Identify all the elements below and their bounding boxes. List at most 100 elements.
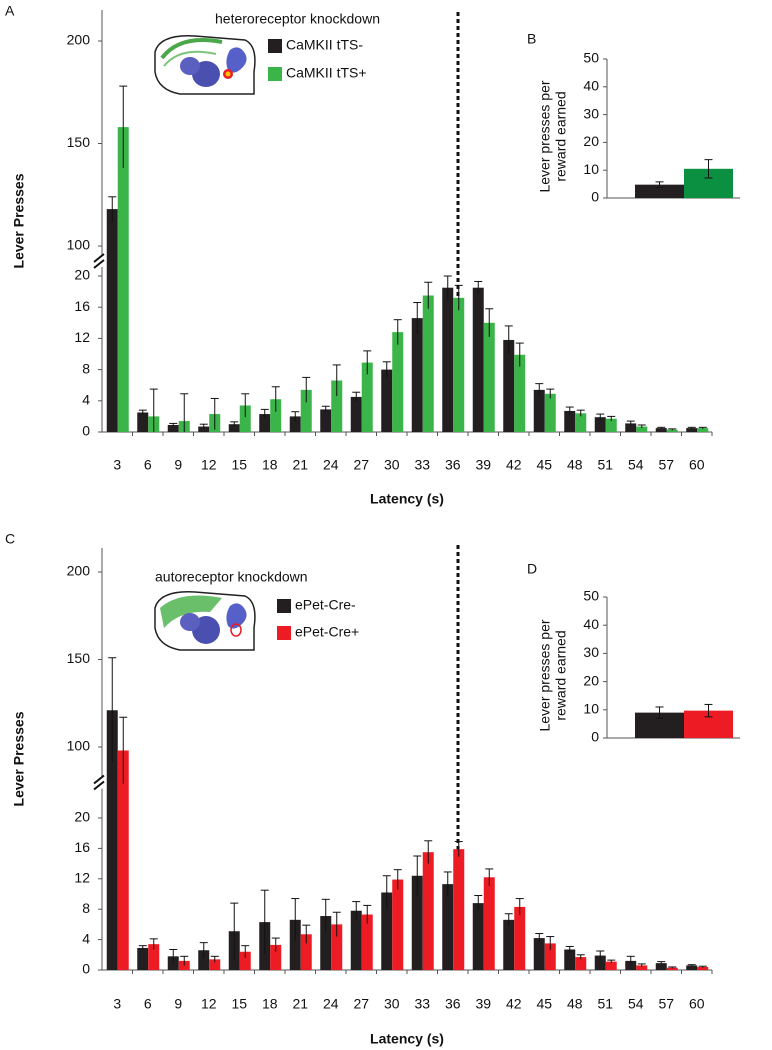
y-axis-label: reward earned — [553, 630, 569, 720]
x-tick-label: 18 — [262, 996, 278, 1012]
legend-label: ePet-Cre- — [295, 597, 356, 613]
bar — [198, 950, 210, 970]
bar — [697, 428, 709, 432]
axis-break — [93, 780, 105, 791]
legend-label: ePet-Cre+ — [295, 624, 359, 640]
x-tick-label: 54 — [628, 457, 644, 473]
x-tick-label: 36 — [445, 996, 461, 1012]
brain-icon — [154, 35, 256, 95]
bar — [106, 209, 118, 432]
bar — [422, 295, 434, 432]
bar — [350, 910, 362, 970]
x-tick-label: 60 — [689, 457, 705, 473]
bar — [361, 362, 373, 432]
panel-letter: A — [5, 3, 15, 19]
bar — [533, 389, 545, 432]
legend-swatch — [268, 67, 282, 81]
y-tick-label: 30 — [583, 105, 599, 121]
x-tick-label: 6 — [144, 457, 152, 473]
bar — [635, 184, 684, 198]
bar — [636, 965, 648, 970]
bar — [636, 426, 648, 432]
y-tick-label: 150 — [67, 134, 91, 150]
bar — [453, 297, 465, 432]
bar — [381, 369, 393, 432]
bar — [228, 424, 240, 432]
y-tick-label: 20 — [74, 267, 90, 283]
y-tick-label: 0 — [82, 961, 90, 977]
bar — [655, 428, 667, 432]
y-axis-label: Lever presses per — [537, 80, 553, 192]
y-axis-label: Lever Presses — [11, 173, 27, 268]
y-axis-label: Lever presses per — [537, 619, 553, 731]
legend-swatch — [277, 599, 291, 613]
axis-break — [93, 774, 105, 785]
y-tick-label: 4 — [82, 392, 90, 408]
x-tick-label: 21 — [292, 457, 308, 473]
x-tick-label: 27 — [353, 996, 369, 1012]
y-tick-label: 16 — [74, 298, 90, 314]
bar — [666, 429, 678, 432]
x-tick-label: 33 — [414, 457, 430, 473]
y-tick-label: 10 — [583, 701, 599, 717]
y-axis-label: reward earned — [553, 91, 569, 181]
bar — [209, 959, 221, 970]
bar — [137, 947, 149, 970]
bar — [411, 875, 423, 970]
bar — [686, 428, 698, 432]
bar — [331, 380, 343, 432]
x-tick-label: 51 — [597, 996, 613, 1012]
bar — [148, 944, 160, 970]
x-tick-label: 6 — [144, 996, 152, 1012]
y-tick-label: 4 — [82, 930, 90, 946]
y-tick-label: 0 — [591, 729, 599, 745]
chart-title: heteroreceptor knockdown — [215, 11, 380, 27]
y-tick-label: 20 — [583, 672, 599, 688]
bar — [483, 322, 495, 432]
bar — [381, 892, 393, 970]
bar — [422, 852, 434, 970]
y-tick-label: 0 — [82, 423, 90, 439]
bar — [361, 914, 373, 970]
x-tick-label: 12 — [201, 996, 217, 1012]
panel-letter: D — [527, 561, 537, 577]
x-tick-label: 45 — [536, 457, 552, 473]
x-tick-label: 57 — [658, 996, 674, 1012]
y-tick-label: 150 — [67, 650, 91, 666]
y-tick-label: 100 — [67, 738, 91, 754]
x-tick-label: 27 — [353, 457, 369, 473]
bar — [320, 409, 332, 432]
bar — [483, 877, 495, 970]
bar — [503, 919, 515, 970]
bar — [666, 967, 678, 970]
bar — [564, 410, 576, 432]
bar — [411, 318, 423, 432]
brain-icon — [154, 591, 256, 651]
bar — [514, 354, 526, 432]
chart-title: autoreceptor knockdown — [155, 569, 308, 585]
y-tick-label: 20 — [74, 809, 90, 825]
legend-swatch — [268, 39, 282, 53]
bar — [239, 405, 251, 432]
x-tick-label: 3 — [113, 457, 121, 473]
x-tick-label: 18 — [262, 457, 278, 473]
bar — [453, 849, 465, 970]
y-tick-label: 40 — [583, 78, 599, 94]
bar — [270, 944, 282, 970]
bar — [300, 934, 312, 970]
legend-label: CaMKII tTS+ — [286, 65, 367, 81]
y-tick-label: 10 — [583, 161, 599, 177]
y-tick-label: 50 — [583, 588, 599, 604]
bar — [167, 956, 179, 970]
bar — [289, 919, 301, 970]
bar — [331, 924, 343, 970]
x-tick-label: 9 — [174, 996, 182, 1012]
x-tick-label: 24 — [323, 457, 339, 473]
bar — [320, 916, 332, 970]
x-axis-label: Latency (s) — [370, 491, 444, 507]
bar — [544, 393, 556, 432]
bar — [575, 957, 587, 970]
bar — [514, 906, 526, 970]
bar — [392, 879, 404, 970]
x-tick-label: 54 — [628, 996, 644, 1012]
